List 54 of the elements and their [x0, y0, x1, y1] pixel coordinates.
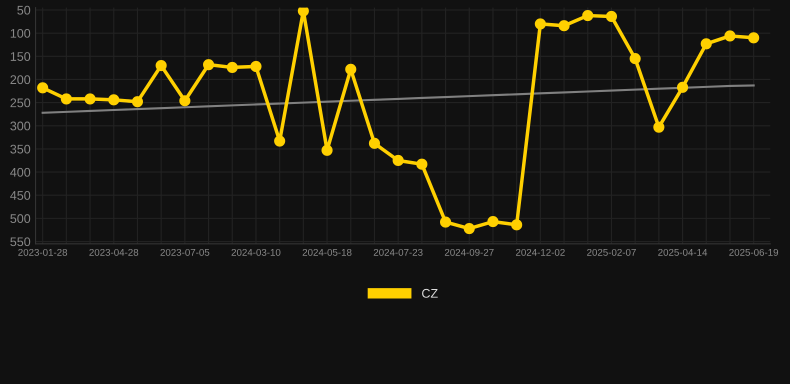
y-tick-label: 100	[10, 28, 30, 38]
x-tick-label: 2023-07-05	[160, 248, 210, 256]
x-tick-label: 2023-01-28	[18, 248, 68, 256]
y-tick-label: 500	[10, 214, 30, 224]
point	[108, 94, 120, 106]
point	[156, 60, 167, 72]
y-tick-label: 150	[10, 52, 30, 61]
point	[440, 216, 452, 228]
point	[368, 138, 380, 149]
point	[298, 8, 309, 16]
x-tick-label: 2025-06-19	[729, 248, 778, 256]
point	[534, 18, 546, 30]
point	[274, 135, 286, 147]
point	[464, 223, 475, 234]
y-tick-label: 450	[10, 191, 30, 200]
y-tick-label: 200	[10, 75, 30, 84]
point	[416, 158, 428, 170]
x-tick-label: 2024-12-02	[516, 248, 565, 256]
point	[203, 59, 214, 70]
y-tick-label: 250	[10, 98, 30, 108]
point	[37, 82, 48, 94]
point	[748, 32, 760, 44]
x-tick-label: 2024-07-23	[374, 248, 423, 256]
point	[653, 122, 664, 133]
point	[322, 144, 333, 156]
point	[677, 82, 688, 93]
point	[724, 30, 736, 42]
legend-label: CZ	[422, 288, 438, 298]
y-tick-label: 50	[17, 6, 30, 15]
x-tick-label: 2025-02-07	[587, 248, 636, 256]
point	[60, 93, 72, 104]
x-tick-label: 2023-04-28	[89, 248, 138, 256]
y-tick-label: 400	[10, 168, 30, 177]
point	[132, 96, 144, 108]
point	[179, 95, 190, 106]
x-tick-label: 2025-04-14	[658, 248, 708, 256]
point	[250, 60, 262, 72]
point	[700, 38, 712, 50]
point	[630, 53, 641, 64]
point	[558, 20, 570, 32]
point	[511, 219, 522, 230]
y-tick-label: 550	[10, 237, 30, 246]
point	[226, 62, 238, 73]
point	[84, 93, 96, 104]
point	[487, 216, 499, 228]
point	[392, 154, 404, 166]
point	[582, 10, 594, 22]
x-tick-label: 2024-05-18	[302, 248, 352, 256]
point	[345, 64, 356, 75]
y-tick-label: 350	[10, 144, 30, 154]
x-tick-label: 2024-09-27	[444, 248, 494, 256]
x-tick-label: 2024-03-10	[232, 248, 280, 256]
y-tick-label: 300	[10, 122, 30, 130]
point	[606, 10, 618, 22]
